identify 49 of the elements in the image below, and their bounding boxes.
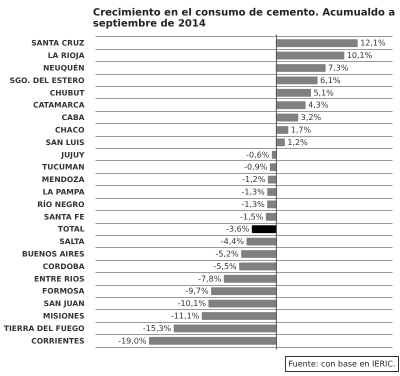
bar bbox=[276, 126, 288, 134]
bar bbox=[239, 262, 277, 270]
bar bbox=[267, 188, 277, 196]
data-label: -5,2% bbox=[215, 250, 240, 259]
data-label: -11,1% bbox=[170, 312, 200, 321]
data-label: -10,1% bbox=[178, 299, 206, 308]
data-label: -1,2% bbox=[242, 175, 266, 184]
bar bbox=[268, 176, 277, 184]
bar bbox=[241, 250, 277, 258]
data-label: 6,1% bbox=[320, 76, 341, 85]
bar bbox=[211, 287, 277, 296]
data-label: -15,3% bbox=[142, 324, 172, 333]
bar bbox=[174, 324, 277, 332]
data-label: -4,4% bbox=[220, 237, 244, 246]
data-label: -9,7% bbox=[185, 286, 210, 296]
bar bbox=[276, 64, 326, 72]
data-label: 10,1% bbox=[346, 51, 373, 60]
data-label: 12,1% bbox=[360, 38, 386, 48]
bar bbox=[246, 238, 277, 246]
data-label: 1,2% bbox=[287, 138, 308, 147]
data-label: -19,0% bbox=[118, 336, 147, 346]
data-label: -1,3% bbox=[241, 188, 266, 196]
bar bbox=[224, 274, 277, 283]
bar bbox=[276, 39, 358, 48]
data-label: -7,8% bbox=[198, 274, 222, 284]
bar bbox=[149, 336, 277, 345]
bar bbox=[276, 76, 318, 84]
data-label: -1,3% bbox=[241, 200, 266, 209]
data-label: -5,5% bbox=[213, 262, 238, 271]
data-label: 1,7% bbox=[290, 125, 312, 134]
bar bbox=[208, 300, 277, 308]
data-label: 3,2% bbox=[300, 113, 322, 122]
bar bbox=[276, 88, 311, 97]
data-label: -3,6% bbox=[226, 224, 250, 234]
chart-title: Crecimiento en el consumo de cemento. Acumualdo a septiembre de 2014 bbox=[92, 8, 396, 30]
bar bbox=[267, 200, 277, 208]
data-label: 4,3% bbox=[308, 100, 329, 110]
data-label: 7,3% bbox=[328, 63, 349, 72]
bar bbox=[276, 114, 298, 122]
source-note: Fuente: con base en IERIC. bbox=[288, 360, 396, 368]
data-label: 5,1% bbox=[313, 88, 334, 98]
bar bbox=[276, 138, 285, 146]
data-label: -1,5% bbox=[240, 212, 264, 222]
bar bbox=[276, 101, 306, 110]
bar bbox=[252, 225, 277, 234]
data-label: -0,9% bbox=[244, 162, 268, 172]
bar bbox=[202, 312, 277, 320]
bar bbox=[276, 52, 344, 60]
data-label: -0,6% bbox=[246, 150, 270, 160]
